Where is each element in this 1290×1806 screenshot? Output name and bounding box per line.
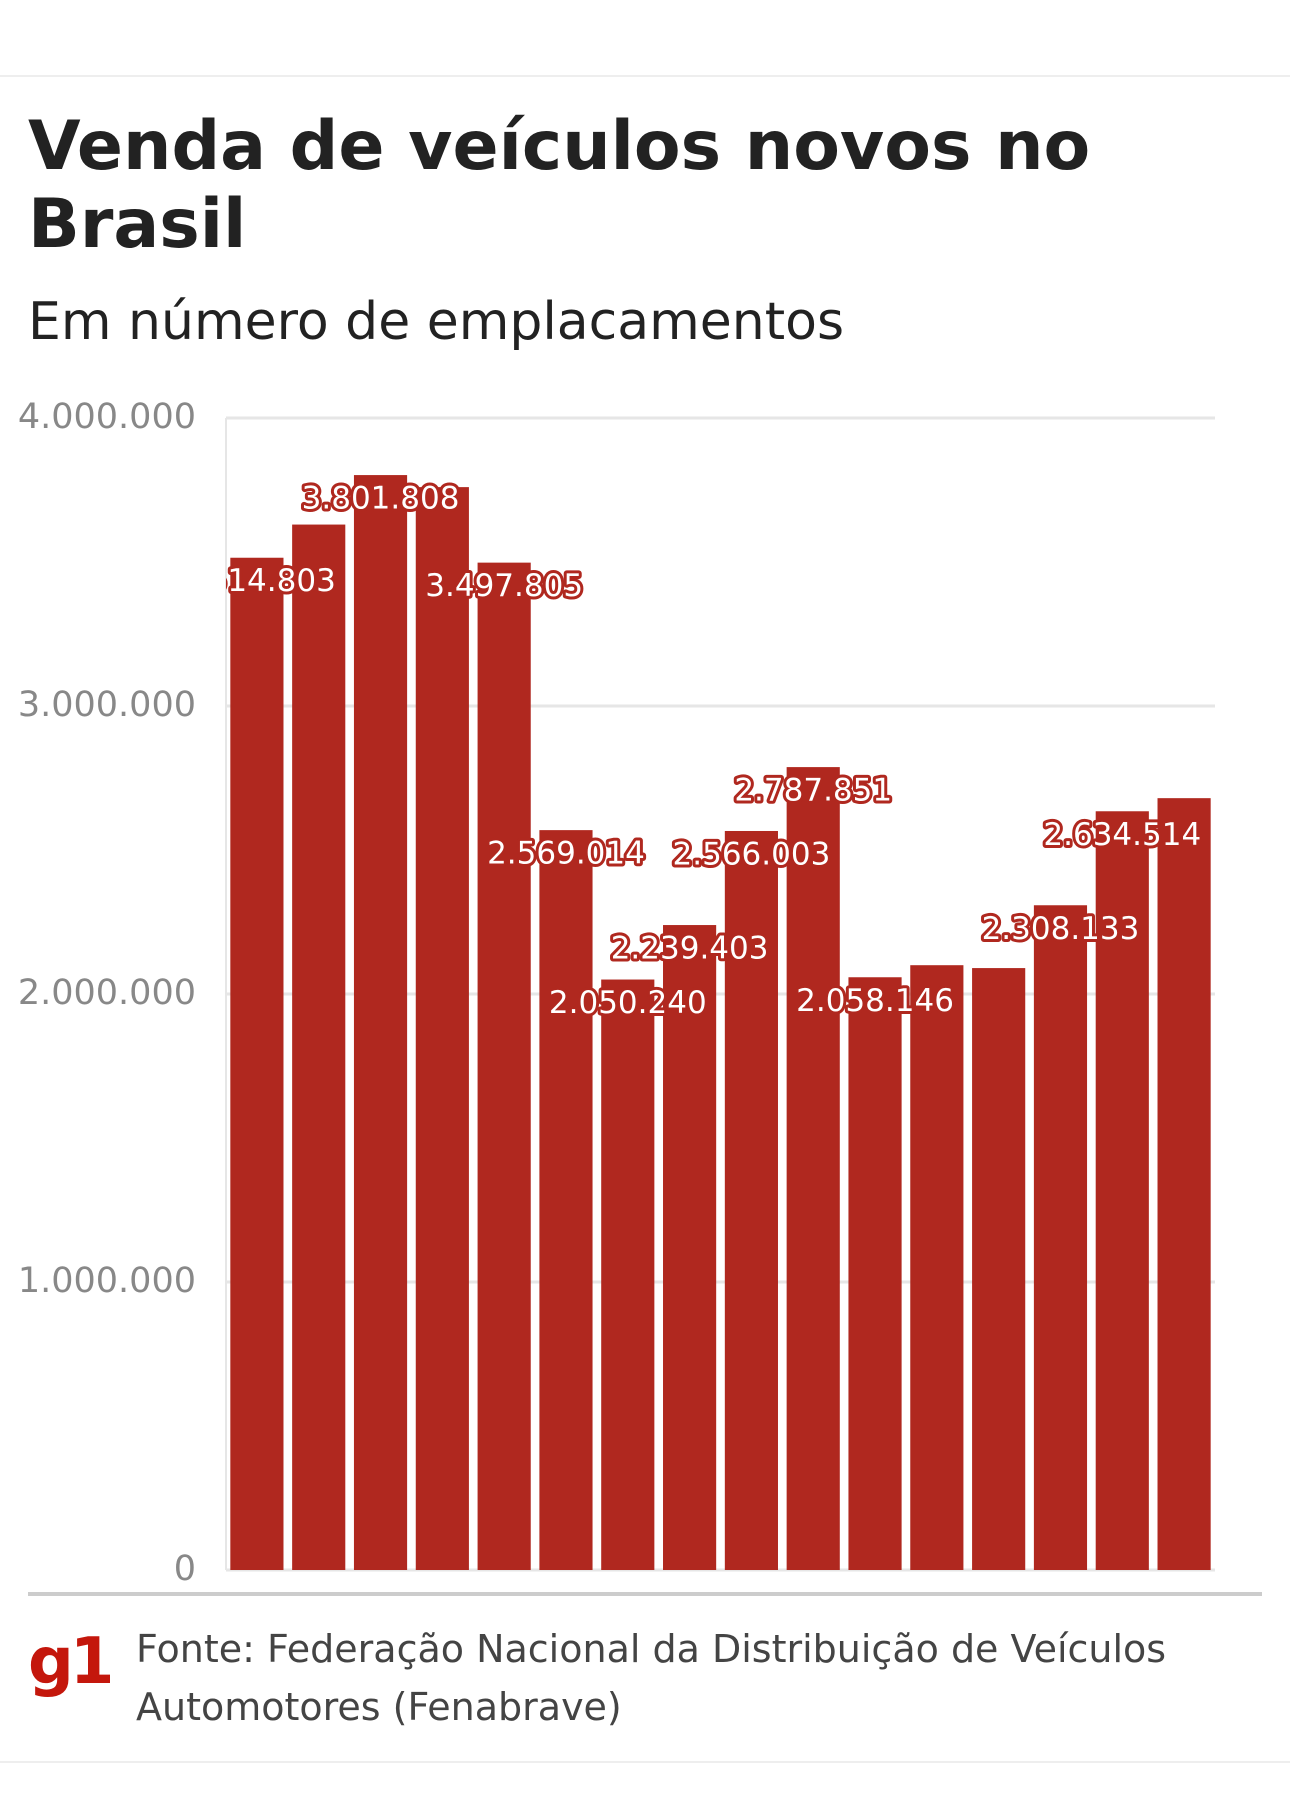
value-label: 3.801.808	[302, 481, 460, 517]
value-label: 2.050.240	[549, 985, 707, 1021]
value-label: 2.566.003	[673, 836, 831, 872]
bar	[724, 830, 778, 1570]
value-label: 2.308.133	[982, 911, 1140, 947]
bar	[353, 475, 408, 1570]
logo: g1	[28, 1625, 114, 1699]
value-label: 2.787.851	[734, 773, 892, 809]
value-label: 3.497.805	[425, 568, 583, 604]
bar	[786, 767, 840, 1570]
bar	[539, 830, 593, 1570]
bar	[663, 925, 717, 1570]
bar	[1095, 811, 1149, 1570]
bar	[1033, 905, 1088, 1570]
bar	[292, 524, 346, 1570]
bar	[477, 562, 531, 1570]
y-tick-label: 2.000.000	[18, 973, 196, 1013]
y-tick-label: 3.000.000	[18, 685, 196, 725]
plot: 0 1.000.000 2.000.000 3.000.000 4.000.000	[18, 397, 1215, 1589]
source-note: Fonte: Federação Nacional da Distribuiçã…	[136, 1627, 1167, 1729]
bar	[601, 979, 655, 1570]
value-labels: 3.514.803 3.801.808 3.497.805 2.569.014 2.05…	[178, 478, 1204, 1024]
bar	[1157, 798, 1211, 1570]
chart-title: Venda de veículos novos no Brasil	[28, 107, 1091, 264]
chart-subtitle: Em número de emplacamentos	[28, 292, 845, 352]
value-label: 2.058.146	[796, 983, 954, 1019]
bar	[910, 965, 964, 1570]
value-label: 2.569.014	[487, 836, 645, 872]
bar	[972, 968, 1026, 1570]
bar	[848, 977, 902, 1570]
y-tick-label: 4.000.000	[18, 397, 196, 437]
bar	[415, 487, 469, 1570]
y-tick-label: 1.000.000	[18, 1261, 196, 1301]
y-tick-label: 0	[174, 1549, 196, 1589]
value-label: 2.239.403	[611, 931, 769, 967]
value-label: 2.634.514	[1043, 817, 1201, 853]
bar	[230, 557, 284, 1570]
value-label: 3.514.803	[178, 563, 336, 599]
